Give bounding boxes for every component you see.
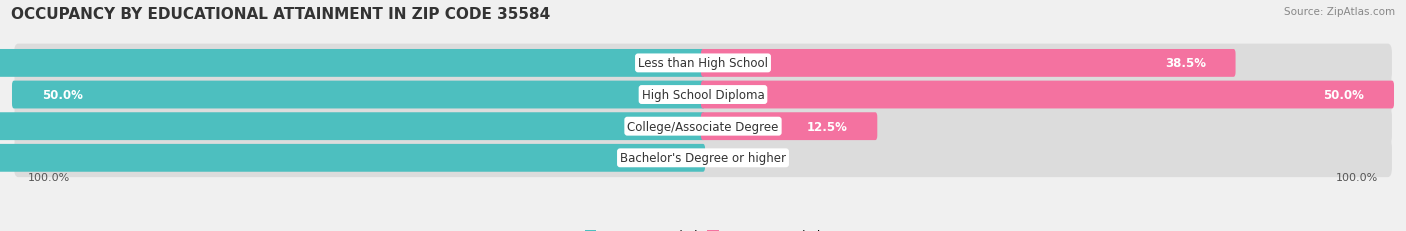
FancyBboxPatch shape [702,113,877,140]
FancyBboxPatch shape [0,50,704,77]
Text: Source: ZipAtlas.com: Source: ZipAtlas.com [1284,7,1395,17]
FancyBboxPatch shape [14,44,1392,83]
Text: Less than High School: Less than High School [638,57,768,70]
FancyBboxPatch shape [14,107,1392,146]
Text: 50.0%: 50.0% [1323,89,1364,102]
FancyBboxPatch shape [702,81,1393,109]
FancyBboxPatch shape [702,50,1236,77]
Text: Bachelor's Degree or higher: Bachelor's Degree or higher [620,152,786,165]
Text: OCCUPANCY BY EDUCATIONAL ATTAINMENT IN ZIP CODE 35584: OCCUPANCY BY EDUCATIONAL ATTAINMENT IN Z… [11,7,551,22]
Text: College/Associate Degree: College/Associate Degree [627,120,779,133]
Text: 100.0%: 100.0% [1336,173,1378,183]
Text: 100.0%: 100.0% [28,173,70,183]
Text: 0.0%: 0.0% [724,152,756,165]
FancyBboxPatch shape [13,81,704,109]
FancyBboxPatch shape [14,139,1392,177]
Legend: Owner-occupied, Renter-occupied: Owner-occupied, Renter-occupied [579,224,827,231]
Text: High School Diploma: High School Diploma [641,89,765,102]
Text: 38.5%: 38.5% [1166,57,1206,70]
Text: 50.0%: 50.0% [42,89,83,102]
Text: 12.5%: 12.5% [807,120,848,133]
FancyBboxPatch shape [14,76,1392,114]
FancyBboxPatch shape [0,144,704,172]
FancyBboxPatch shape [0,113,704,140]
